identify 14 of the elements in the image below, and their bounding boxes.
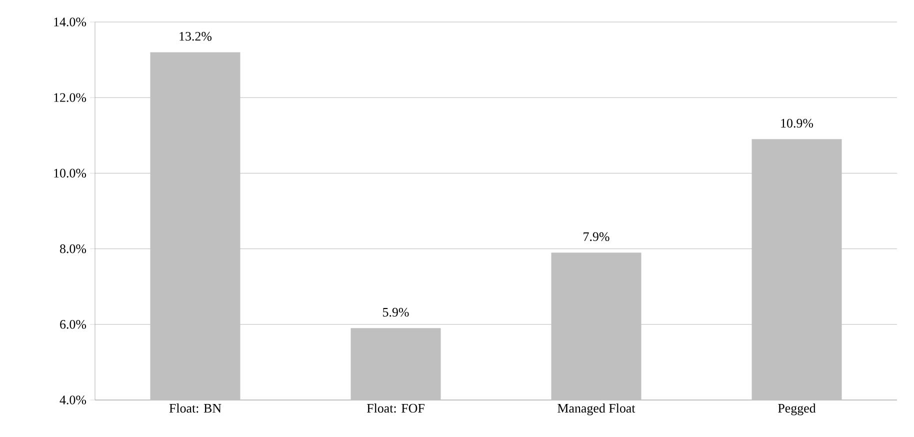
y-tick-label: 10.0% [54,168,86,178]
y-tick-label: 14.0% [54,18,86,26]
x-tick-label: Managed Float [558,404,636,416]
y-tick-label: 12.0% [54,93,86,102]
y-tick-label: 8.0% [60,244,86,254]
data-label: 7.9% [584,232,610,242]
x-tick-label: Float: FOF [366,404,424,413]
data-label: 5.9% [383,308,409,317]
y-tick-label: 6.0% [60,320,86,329]
y-tick-label: 4.0% [60,396,86,404]
data-label: 10.9% [781,118,814,128]
data-label: 13.2% [180,32,212,41]
x-tick-label: Float: BN [169,404,222,413]
x-tick-label: Pegged [778,404,816,416]
